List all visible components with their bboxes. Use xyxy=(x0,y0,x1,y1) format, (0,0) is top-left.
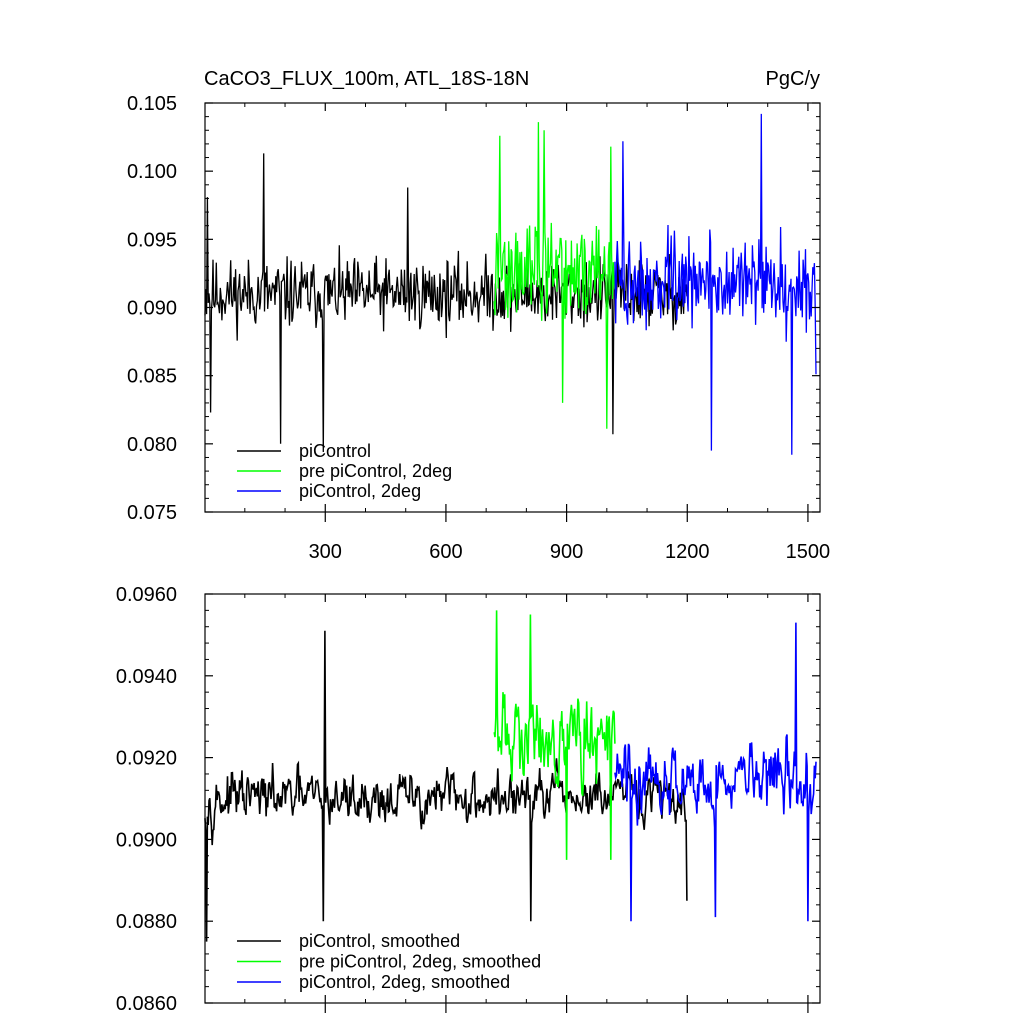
series-line-top-2 xyxy=(614,113,817,455)
series-line-top-1 xyxy=(493,122,616,429)
y-tick-label: 0.085 xyxy=(127,366,177,388)
y-tick-label: 0.080 xyxy=(127,434,177,456)
top-panel: CaCO3_FLUX_100m, ATL_18S-18N PgC/y 0.075… xyxy=(127,68,830,563)
x-tick-label: 300 xyxy=(309,541,342,563)
legend-label: piControl, 2deg, smoothed xyxy=(299,972,510,992)
y-tick-label: 0.0960 xyxy=(116,584,177,606)
x-tick-label: 600 xyxy=(429,541,462,563)
top-panel-title: CaCO3_FLUX_100m, ATL_18S-18N xyxy=(204,68,529,90)
y-tick-label: 0.0880 xyxy=(116,911,177,933)
legend-label: pre piControl, 2deg, smoothed xyxy=(299,952,541,972)
y-tick-label: 0.105 xyxy=(127,93,177,115)
series-line-bottom-2 xyxy=(614,622,817,922)
y-tick-label: 0.075 xyxy=(127,502,177,524)
y-tick-label: 0.095 xyxy=(127,229,177,251)
y-tick-label: 0.0940 xyxy=(116,666,177,688)
legend-label: piControl xyxy=(299,441,371,461)
y-tick-label: 0.100 xyxy=(127,161,177,183)
x-tick-label: 1200 xyxy=(665,541,710,563)
y-tick-label: 0.0920 xyxy=(116,748,177,770)
x-tick-label: 900 xyxy=(550,541,583,563)
bottom-panel: 0.0860 0.0880 0.0900 0.0920 0.0940 0.0960 piCo… xyxy=(116,584,821,1015)
series-line-top-0 xyxy=(204,153,688,453)
x-tick-label: 1500 xyxy=(786,541,831,563)
y-tick-label: 0.0860 xyxy=(116,993,177,1015)
plot-frame xyxy=(204,593,821,1004)
y-tick-label: 0.0900 xyxy=(116,829,177,851)
legend-label: piControl, smoothed xyxy=(299,931,460,951)
top-panel-units: PgC/y xyxy=(766,68,820,90)
legend-label: pre piControl, 2deg xyxy=(299,461,452,481)
series-line-bottom-1 xyxy=(493,610,616,860)
series-line-bottom-0 xyxy=(204,630,688,942)
legend-label: piControl, 2deg xyxy=(299,481,421,501)
y-tick-label: 0.090 xyxy=(127,298,177,320)
